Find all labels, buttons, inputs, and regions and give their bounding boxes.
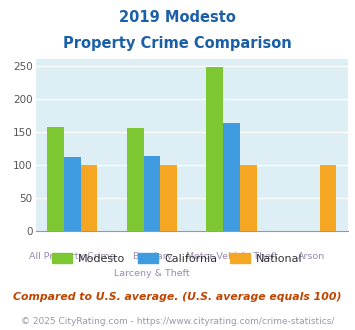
Bar [81,165,97,231]
Bar [240,165,257,231]
Bar [143,156,160,231]
Text: Compared to U.S. average. (U.S. average equals 100): Compared to U.S. average. (U.S. average … [13,292,342,302]
Text: Motor Vehicle Theft: Motor Vehicle Theft [186,251,278,261]
Text: Property Crime Comparison: Property Crime Comparison [63,36,292,51]
Legend: Modesto, California, National: Modesto, California, National [48,248,307,268]
Bar [207,67,223,231]
Bar [127,128,143,231]
Text: Burglary: Burglary [132,251,172,261]
Bar [64,157,81,231]
Bar [320,165,336,231]
Bar [223,123,240,231]
Text: Larceny & Theft: Larceny & Theft [114,269,190,278]
Text: Arson: Arson [297,251,325,261]
Bar [160,165,177,231]
Text: © 2025 CityRating.com - https://www.cityrating.com/crime-statistics/: © 2025 CityRating.com - https://www.city… [21,317,334,326]
Text: All Property Crime: All Property Crime [29,251,115,261]
Bar [47,127,64,231]
Text: 2019 Modesto: 2019 Modesto [119,10,236,25]
